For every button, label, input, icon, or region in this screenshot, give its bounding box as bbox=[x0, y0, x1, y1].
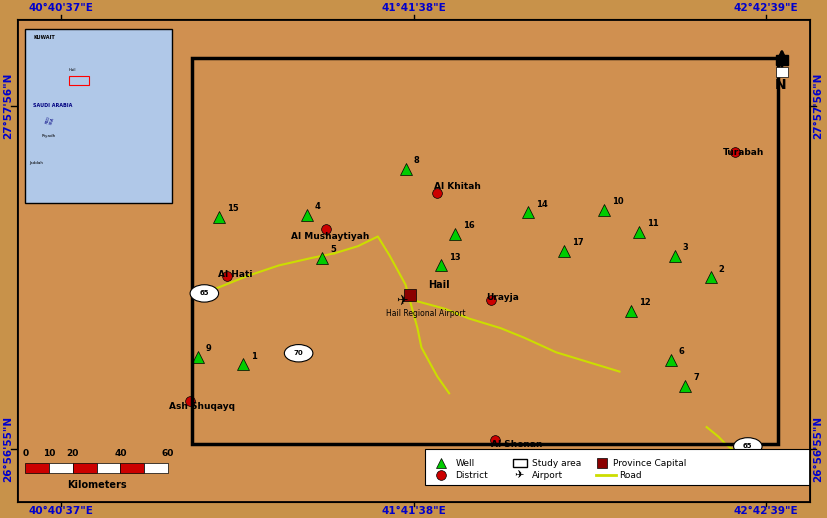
Text: 5: 5 bbox=[330, 246, 337, 254]
Text: 40°40'37"E: 40°40'37"E bbox=[28, 506, 93, 516]
Text: 8: 8 bbox=[414, 156, 419, 165]
Bar bbox=[513, 459, 527, 467]
Text: Ash Shuqayq: Ash Shuqayq bbox=[169, 402, 235, 411]
Circle shape bbox=[190, 285, 218, 302]
Text: Hail: Hail bbox=[69, 68, 76, 71]
Text: Road: Road bbox=[619, 471, 642, 480]
Text: Al Hati: Al Hati bbox=[218, 270, 252, 280]
Bar bbox=[425, 449, 814, 485]
Text: 40°40'37"E: 40°40'37"E bbox=[28, 3, 93, 12]
Bar bbox=[69, 76, 88, 84]
Text: 9: 9 bbox=[206, 344, 212, 353]
Text: 27°57'56"N: 27°57'56"N bbox=[814, 73, 824, 139]
Text: Turabah: Turabah bbox=[723, 149, 764, 157]
Text: SAUDI ARABIA: SAUDI ARABIA bbox=[33, 103, 73, 108]
Text: 17: 17 bbox=[572, 238, 584, 247]
Text: 40: 40 bbox=[114, 450, 127, 458]
Text: Al Mushaytiyah: Al Mushaytiyah bbox=[291, 232, 370, 241]
Text: 3: 3 bbox=[683, 243, 689, 252]
Text: 4: 4 bbox=[314, 202, 320, 211]
Text: 1: 1 bbox=[251, 352, 257, 361]
Text: Study area: Study area bbox=[533, 459, 581, 468]
Text: 65: 65 bbox=[743, 443, 753, 450]
Text: 27°57'56"N: 27°57'56"N bbox=[3, 73, 13, 139]
Text: 0: 0 bbox=[22, 450, 28, 458]
Bar bbox=[26, 29, 172, 203]
Text: Kilometers: Kilometers bbox=[67, 480, 127, 490]
Text: Hail: Hail bbox=[428, 280, 449, 290]
Text: 41°41'38"E: 41°41'38"E bbox=[381, 506, 446, 516]
Text: 14: 14 bbox=[536, 199, 548, 209]
Text: RED
SEA: RED SEA bbox=[45, 115, 56, 125]
Bar bbox=[73, 463, 97, 473]
Bar bbox=[144, 463, 168, 473]
Text: N: N bbox=[775, 78, 786, 92]
Circle shape bbox=[734, 438, 762, 455]
Text: Al Khitah: Al Khitah bbox=[433, 182, 480, 191]
Circle shape bbox=[284, 344, 313, 362]
Text: 42°42'39"E: 42°42'39"E bbox=[734, 3, 798, 12]
Text: 60: 60 bbox=[162, 450, 174, 458]
Text: ✈: ✈ bbox=[514, 470, 523, 480]
Text: 41°41'38"E: 41°41'38"E bbox=[381, 3, 446, 12]
Text: Al Shenan: Al Shenan bbox=[490, 440, 543, 449]
Text: 11: 11 bbox=[648, 219, 659, 228]
Text: Urayja: Urayja bbox=[485, 293, 519, 302]
Bar bbox=[776, 67, 788, 77]
Text: Well: Well bbox=[456, 459, 475, 468]
Text: 42°42'39"E: 42°42'39"E bbox=[734, 506, 798, 516]
Text: 15: 15 bbox=[227, 205, 239, 213]
Text: KUWAIT: KUWAIT bbox=[33, 35, 55, 40]
Text: 26°56'55"N: 26°56'55"N bbox=[3, 416, 13, 482]
Text: 70: 70 bbox=[294, 350, 304, 356]
Bar bbox=[97, 463, 121, 473]
Text: 10: 10 bbox=[43, 450, 55, 458]
Text: 7: 7 bbox=[693, 373, 699, 382]
Bar bbox=[192, 58, 778, 444]
Text: 13: 13 bbox=[449, 253, 461, 262]
Text: 2: 2 bbox=[719, 265, 724, 274]
Bar bbox=[121, 463, 144, 473]
Text: ✈: ✈ bbox=[396, 293, 408, 307]
Text: Riyadh: Riyadh bbox=[41, 134, 55, 138]
Text: District: District bbox=[456, 471, 488, 480]
Text: 10: 10 bbox=[611, 197, 624, 206]
Text: 16: 16 bbox=[462, 221, 475, 231]
Text: Jaddah: Jaddah bbox=[29, 162, 43, 165]
Bar bbox=[49, 463, 73, 473]
Bar bbox=[26, 463, 49, 473]
Text: Hail Regional Airport: Hail Regional Airport bbox=[385, 309, 466, 318]
Text: 6: 6 bbox=[679, 347, 685, 356]
Text: 12: 12 bbox=[639, 298, 651, 308]
Text: 20: 20 bbox=[67, 450, 79, 458]
Text: Province Capital: Province Capital bbox=[613, 459, 686, 468]
Bar bbox=[776, 54, 788, 65]
Text: Airport: Airport bbox=[533, 471, 563, 480]
Text: 65: 65 bbox=[199, 291, 209, 296]
Text: 26°56'55"N: 26°56'55"N bbox=[814, 416, 824, 482]
